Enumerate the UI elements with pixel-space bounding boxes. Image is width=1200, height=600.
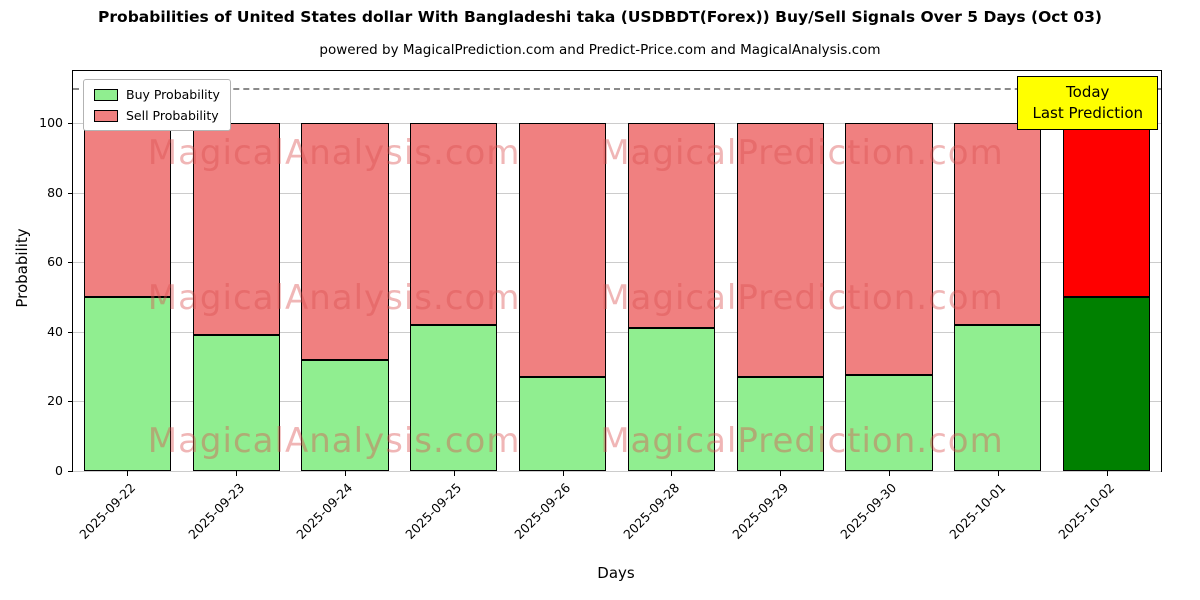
- bar-sell-segment: [736, 123, 824, 378]
- x-tick-mark: [127, 471, 129, 476]
- y-tick-mark: [68, 123, 73, 125]
- x-tick-label: 2025-10-01: [946, 480, 1009, 542]
- chart-subtitle: powered by MagicalPrediction.com and Pre…: [319, 42, 881, 58]
- y-tick-label: 60: [47, 254, 63, 270]
- x-tick-mark: [780, 471, 782, 476]
- legend-buy-swatch: [94, 88, 118, 101]
- gridline: [73, 262, 1161, 264]
- bar-sell-segment: [845, 123, 933, 376]
- x-tick-label: 2025-09-29: [728, 480, 791, 542]
- legend-sell-swatch: [94, 109, 118, 122]
- x-tick-mark: [345, 471, 346, 476]
- bar-sell-segment: [954, 123, 1042, 325]
- today-annotation: Today Last Prediction: [1017, 76, 1158, 130]
- x-tick-mark: [562, 471, 564, 476]
- x-tick-label: 2025-09-28: [620, 480, 682, 542]
- plot-area: Buy Probability Sell Probability Today L…: [39, 70, 1162, 542]
- bar-buy-segment: [192, 335, 280, 471]
- y-tick-mark: [68, 331, 73, 333]
- bar-buy-segment: [301, 359, 389, 471]
- watermark-text: MagicalPrediction.com: [600, 278, 1004, 318]
- watermark-text: MagicalPrediction.com: [600, 133, 1004, 173]
- x-tick-label: 2025-09-23: [184, 480, 247, 542]
- legend-sell-label: Sell Probability: [126, 108, 219, 123]
- gridline: [73, 192, 1161, 194]
- gridline: [73, 331, 1161, 333]
- gridline: [73, 471, 1161, 472]
- x-tick-mark: [671, 471, 673, 476]
- x-tick-mark: [236, 471, 238, 476]
- bar-buy-segment: [845, 375, 933, 471]
- watermark-text: MagicalPrediction.com: [600, 421, 1004, 461]
- y-tick-label: 40: [47, 323, 63, 339]
- watermark-text: MagicalAnalysis.com: [147, 421, 521, 461]
- dashed-threshold-line: [73, 88, 1161, 91]
- bar-buy-segment: [410, 324, 498, 471]
- y-tick-mark: [68, 262, 73, 264]
- annotation-line-2: Last Prediction: [1032, 104, 1143, 122]
- x-tick-label: 2025-09-24: [293, 480, 356, 542]
- gridline: [73, 123, 1161, 125]
- bar-sell-segment: [1063, 123, 1151, 298]
- bar-sell-segment: [192, 123, 280, 336]
- y-tick-label: 100: [39, 115, 63, 131]
- bar-buy-segment: [736, 377, 824, 471]
- bar-sell-segment: [519, 123, 607, 378]
- x-tick-label: 2025-09-22: [76, 480, 138, 542]
- watermark-text: MagicalAnalysis.com: [147, 278, 521, 318]
- y-tick-mark: [68, 471, 73, 472]
- chart-title: Probabilities of United States dollar Wi…: [98, 8, 1102, 26]
- watermark-text: MagicalAnalysis.com: [147, 133, 521, 173]
- x-tick-mark: [997, 471, 999, 476]
- bar-sell-segment: [410, 123, 498, 325]
- y-tick-mark: [68, 192, 73, 194]
- x-tick-label: 2025-09-25: [402, 480, 465, 542]
- annotation-line-1: Today: [1066, 83, 1110, 101]
- legend-buy-label: Buy Probability: [126, 87, 220, 102]
- bar-buy-segment: [954, 324, 1042, 471]
- bar-sell-segment: [83, 123, 171, 298]
- bar-buy-segment: [627, 328, 715, 471]
- bar-sell-segment: [301, 123, 389, 360]
- y-tick-label: 80: [47, 184, 63, 200]
- bar-buy-segment: [519, 377, 607, 471]
- legend-item-buy: Buy Probability: [94, 87, 220, 102]
- x-tick-label: 2025-10-02: [1055, 480, 1118, 542]
- legend-item-sell: Sell Probability: [94, 108, 220, 123]
- bar-buy-segment: [1063, 297, 1151, 471]
- y-tick-mark: [68, 401, 73, 403]
- x-tick-mark: [889, 471, 890, 476]
- x-axis-label: Days: [597, 564, 635, 582]
- y-tick-label: 20: [47, 393, 63, 409]
- x-tick-mark: [453, 471, 455, 476]
- legend: Buy Probability Sell Probability: [83, 79, 231, 131]
- x-tick-label: 2025-09-30: [837, 480, 900, 542]
- bar-buy-segment: [83, 297, 171, 471]
- x-tick-label: 2025-09-26: [511, 480, 574, 542]
- y-tick-label: 0: [55, 463, 63, 478]
- x-tick-mark: [1106, 471, 1108, 476]
- bar-sell-segment: [627, 123, 715, 329]
- gridline: [73, 401, 1161, 403]
